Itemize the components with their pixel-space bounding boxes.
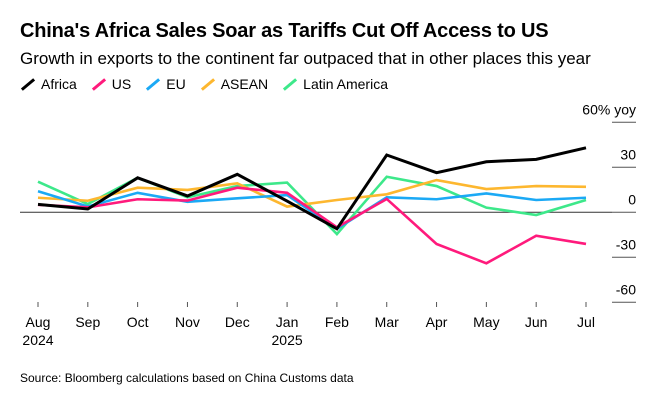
y-tick-label: -60 — [616, 281, 636, 297]
legend-label: Latin America — [303, 76, 388, 92]
x-tick-label: May — [473, 314, 499, 330]
legend-label: US — [111, 76, 132, 92]
legend-item-eu: EU — [145, 76, 186, 92]
x-tick-label: Feb — [325, 314, 349, 330]
legend-item-latin-america: Latin America — [282, 76, 388, 92]
y-tick-label: 0 — [628, 191, 636, 207]
x-tick-label: Sep — [75, 314, 100, 330]
series-line-africa — [37, 146, 587, 231]
x-tick-label: 2024 — [22, 332, 53, 348]
x-tick-label: Mar — [375, 314, 399, 330]
legend-item-asean: ASEAN — [200, 76, 268, 92]
source-note: Source: Bloomberg calculations based on … — [20, 371, 354, 385]
legend-label: Africa — [41, 76, 77, 92]
series-line-us — [37, 186, 587, 265]
x-tick-label: Apr — [426, 314, 448, 330]
legend: Africa US EU ASEAN Latin America — [20, 76, 388, 92]
series-line-latin-america — [37, 175, 587, 236]
series-line-asean — [37, 178, 587, 208]
x-tick-label: Jan — [276, 314, 299, 330]
chart-title: China's Africa Sales Soar as Tariffs Cut… — [20, 20, 549, 42]
x-tick-label: Nov — [175, 314, 200, 330]
legend-item-africa: Africa — [20, 76, 77, 92]
legend-label: EU — [166, 76, 186, 92]
series-line-eu — [37, 190, 587, 231]
x-tick-label: Jun — [525, 314, 548, 330]
x-tick-label: Jul — [577, 314, 595, 330]
legend-item-us: US — [91, 76, 131, 92]
legend-label: ASEAN — [220, 76, 269, 92]
y-tick-label: -30 — [616, 236, 636, 252]
x-tick-label: Dec — [225, 314, 250, 330]
x-tick-label: Oct — [127, 314, 149, 330]
y-tick-label: 60% yoy — [582, 101, 636, 117]
chart-subtitle: Growth in exports to the continent far o… — [20, 49, 591, 68]
x-tick-label: 2025 — [272, 332, 303, 348]
x-tick-label: Aug — [26, 314, 51, 330]
y-tick-label: 30 — [620, 146, 636, 162]
